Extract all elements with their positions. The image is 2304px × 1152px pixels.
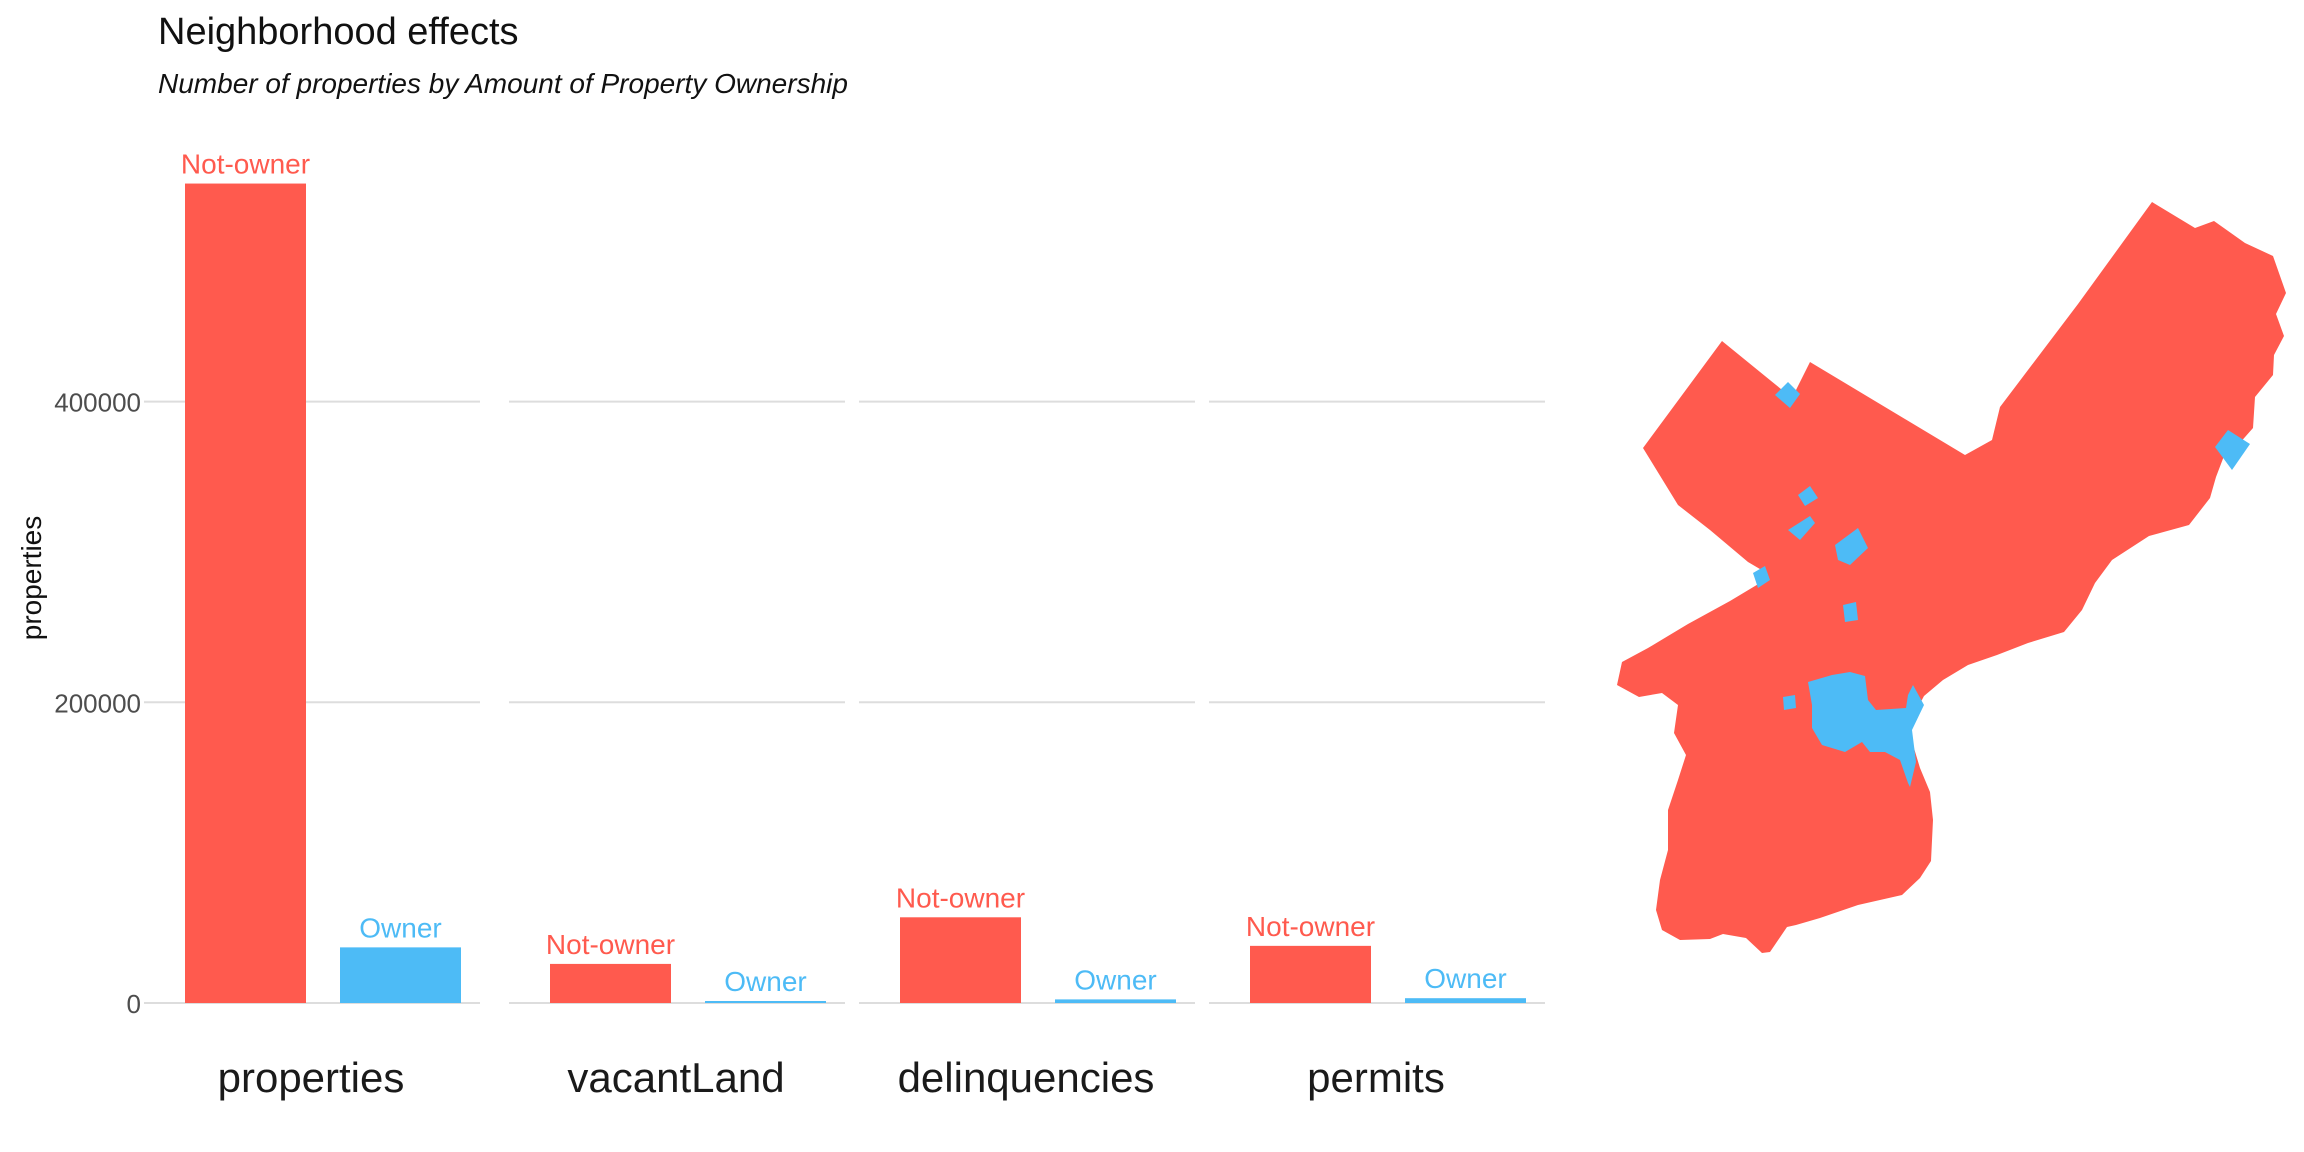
- y-tick-label: 400000: [54, 388, 141, 418]
- y-axis-label: properties: [16, 516, 47, 641]
- y-tick-label: 200000: [54, 688, 141, 718]
- facet-label-permits: permits: [1307, 1054, 1445, 1101]
- map-owner-area: [1753, 566, 1770, 588]
- facet-label-properties: properties: [218, 1054, 405, 1101]
- y-axis-ticks: 0 200000 400000: [54, 388, 141, 1019]
- map-owner-area: [1808, 672, 1924, 787]
- owner-areas: [1753, 382, 2250, 787]
- y-tick-label: 0: [127, 989, 141, 1019]
- bar-not-owner-vacantland: [550, 963, 671, 1003]
- map-owner-area: [1843, 602, 1858, 622]
- map-owner-area: [1783, 695, 1796, 710]
- bar-owner-properties: [340, 947, 461, 1003]
- bar-label: Not-owner: [546, 929, 675, 960]
- bar-label: Owner: [724, 966, 806, 997]
- facet-labels: properties vacantLand delinquencies permits: [218, 1054, 1445, 1101]
- bar-label: Owner: [1424, 963, 1506, 994]
- chart-subtitle: Number of properties by Amount of Proper…: [158, 68, 848, 99]
- chart-title: Neighborhood effects: [158, 11, 519, 53]
- bar-label: Not-owner: [181, 149, 310, 180]
- bar-not-owner-permits: [1250, 945, 1371, 1003]
- philadelphia-map: [1617, 202, 2286, 953]
- bar-owner-permits: [1405, 998, 1526, 1003]
- bar-label: Not-owner: [896, 882, 1025, 913]
- bar-owner-vacantland: [705, 1001, 826, 1003]
- bar-not-owner-delinquencies: [900, 917, 1021, 1003]
- map-owner-area: [1788, 516, 1815, 540]
- map-land: [1617, 202, 2286, 953]
- map-owner-area: [1835, 528, 1868, 565]
- bar-label: Owner: [1074, 964, 1156, 995]
- bar-labels: Not-owner Not-owner Not-owner Not-owner Owne…: [181, 149, 1507, 997]
- facet-label-delinquencies: delinquencies: [898, 1054, 1155, 1101]
- bars: [185, 183, 1526, 1003]
- map-owner-area: [1798, 486, 1818, 506]
- bar-label: Not-owner: [1246, 911, 1375, 942]
- bar-label: Owner: [359, 912, 441, 943]
- facet-label-vacantland: vacantLand: [567, 1054, 784, 1101]
- bar-owner-delinquencies: [1055, 999, 1176, 1003]
- map-owner-area: [2215, 430, 2250, 470]
- bar-not-owner-properties: [185, 183, 306, 1003]
- map-owner-area: [1775, 382, 1800, 408]
